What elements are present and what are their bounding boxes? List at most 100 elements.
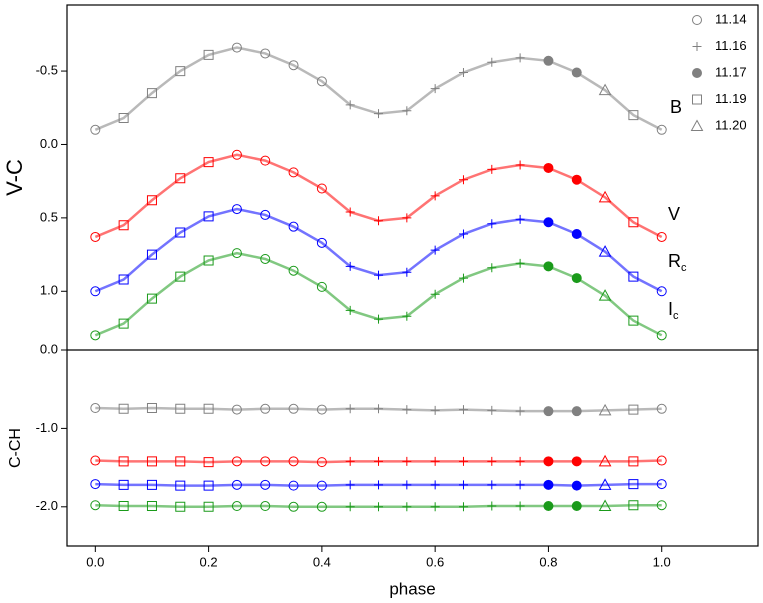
y-tick-label: 0.0 (40, 136, 58, 151)
marker (345, 480, 355, 490)
marker (458, 68, 468, 78)
marker (146, 293, 157, 304)
marker (402, 311, 412, 321)
marker (487, 57, 497, 67)
marker (571, 273, 582, 284)
marker (571, 229, 582, 240)
marker (345, 100, 355, 110)
marker (487, 219, 497, 229)
marker (231, 501, 242, 512)
series-label-main: I (668, 299, 673, 319)
marker (146, 88, 157, 99)
marker (515, 53, 525, 63)
marker (90, 231, 101, 242)
marker (175, 403, 186, 414)
marker (628, 271, 639, 282)
x-tick-label: 0.8 (539, 554, 557, 569)
marker (458, 273, 468, 283)
marker (430, 289, 440, 299)
x-tick-label: 0.4 (313, 554, 331, 569)
marker (231, 456, 242, 467)
marker (458, 456, 468, 466)
marker (90, 403, 101, 414)
marker (203, 501, 214, 512)
marker (374, 109, 384, 119)
marker (316, 480, 327, 491)
marker (543, 217, 554, 228)
marker (656, 500, 667, 511)
marker (118, 479, 129, 490)
marker (598, 83, 612, 96)
series-label-main: R (668, 251, 681, 271)
marker (571, 480, 582, 491)
marker (288, 167, 299, 178)
marker (316, 237, 327, 248)
marker (146, 501, 157, 512)
marker (175, 480, 186, 491)
marker (458, 480, 468, 490)
marker (231, 404, 242, 415)
marker (598, 499, 612, 512)
marker (571, 174, 582, 185)
marker (175, 227, 186, 238)
marker (656, 231, 667, 242)
marker (118, 113, 129, 124)
marker (288, 60, 299, 71)
series-label: Rc (668, 251, 687, 274)
marker (430, 84, 440, 94)
marker (487, 164, 497, 174)
marker (146, 249, 157, 260)
marker (288, 456, 299, 467)
marker (316, 501, 327, 512)
marker (316, 457, 327, 468)
marker (628, 479, 639, 490)
marker (571, 406, 582, 417)
marker (515, 258, 525, 268)
marker (374, 480, 384, 490)
marker (345, 207, 355, 217)
marker (316, 76, 327, 87)
marker (118, 501, 129, 512)
marker (628, 456, 639, 467)
marker (90, 286, 101, 297)
y-tick-label: -2.0 (36, 498, 58, 513)
marker (430, 456, 440, 466)
marker (146, 456, 157, 467)
series-label-sub: c (673, 310, 679, 322)
legend-label: 11.16 (715, 38, 747, 53)
marker (175, 173, 186, 184)
marker (345, 502, 355, 512)
marker (90, 479, 101, 490)
marker (260, 403, 271, 414)
x-tick-label: 0.0 (86, 554, 104, 569)
marker (656, 124, 667, 135)
marker (260, 479, 271, 490)
marker (402, 502, 412, 512)
marker (487, 405, 497, 415)
marker (543, 55, 554, 66)
marker (543, 501, 554, 512)
marker (430, 502, 440, 512)
marker (260, 48, 271, 59)
marker (146, 403, 157, 414)
marker (90, 455, 101, 466)
marker (374, 404, 384, 414)
marker (146, 479, 157, 490)
marker (430, 405, 440, 415)
marker (203, 457, 214, 468)
legend-marker (690, 119, 704, 131)
marker (515, 456, 525, 466)
marker (515, 480, 525, 490)
marker (598, 245, 612, 257)
marker (656, 286, 667, 297)
marker (656, 455, 667, 466)
marker (571, 67, 582, 78)
y-tick-label: -1.0 (36, 420, 58, 435)
marker (175, 501, 186, 512)
marker (598, 478, 612, 490)
marker (260, 456, 271, 467)
marker (203, 480, 214, 491)
marker (374, 216, 384, 226)
marker (260, 501, 271, 512)
